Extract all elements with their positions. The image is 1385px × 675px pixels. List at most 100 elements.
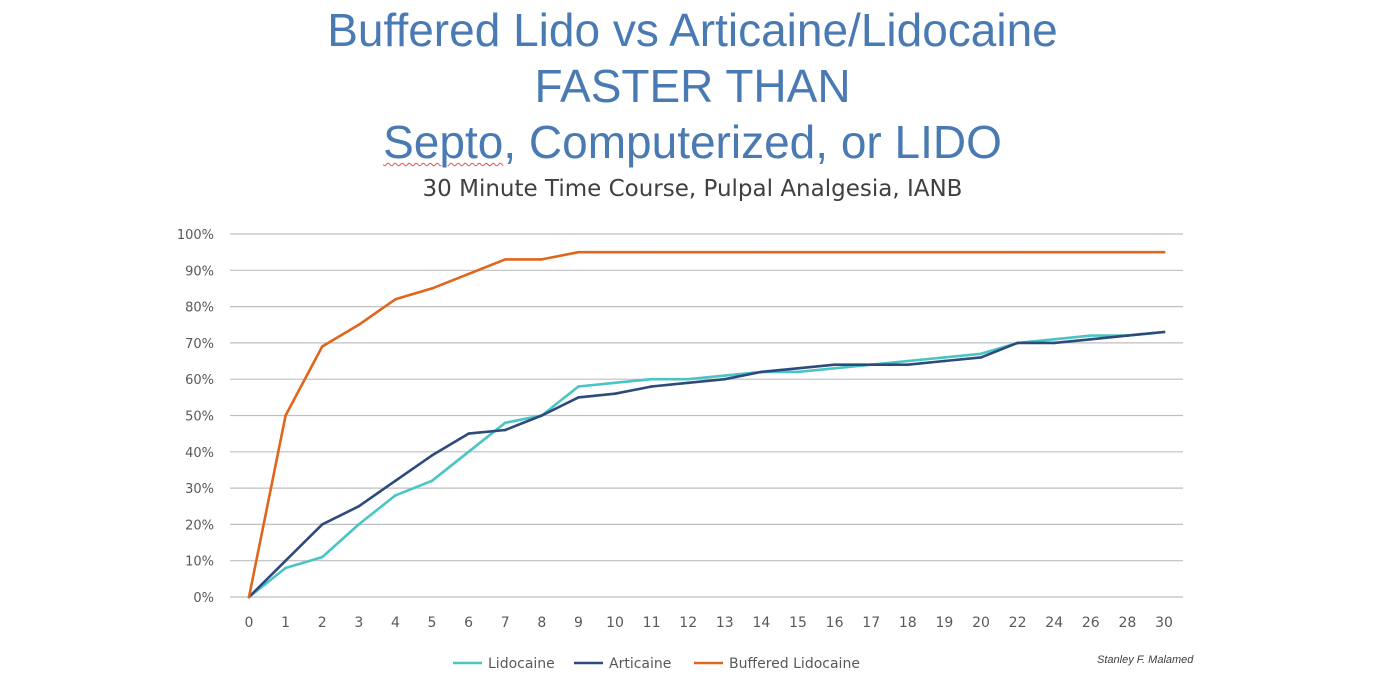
data-point-buffered-lidocaine [320,345,324,348]
x-tick-label: 24 [1045,615,1063,631]
data-point-articaine [1016,341,1019,345]
grid-layer [230,233,1183,598]
data-point-lidocaine [796,370,800,374]
data-point-buffered-lidocaine [613,250,617,254]
data-point-articaine [394,479,397,483]
data-point-lidocaine [1089,334,1093,337]
data-point-lidocaine [503,421,507,425]
y-tick-label: 0% [193,591,214,606]
data-point-articaine [796,367,800,370]
x-tick-label: 14 [752,615,770,631]
y-tick-label: 40% [185,446,214,461]
legend: Lidocaine Articaine Buffered Lidocaine [453,656,860,672]
data-point-lidocaine [686,377,690,381]
data-point-articaine [833,363,836,366]
data-point-lidocaine [943,356,946,359]
data-point-articaine [613,392,617,396]
data-point-buffered-lidocaine [1089,250,1093,254]
data-point-lidocaine [430,479,434,483]
data-point-articaine [284,559,287,562]
data-point-buffered-lidocaine [943,250,946,254]
data-point-articaine [357,504,361,508]
legend-label-buffered-lidocaine: Buffered Lidocaine [729,656,860,672]
data-point-buffered-lidocaine [394,298,397,301]
data-point-lidocaine [467,450,470,454]
series-line-articaine [247,330,1166,599]
data-point-articaine [1126,334,1129,337]
data-point-lidocaine [906,359,910,363]
y-tick-label: 30% [185,482,214,497]
data-point-buffered-lidocaine [650,250,653,254]
data-point-articaine [1052,341,1056,345]
data-point-articaine [577,396,580,399]
series-layer [247,250,1166,599]
data-point-articaine [686,381,690,385]
data-point-articaine [430,454,434,457]
x-tick-label: 15 [789,615,807,631]
data-point-buffered-lidocaine [686,250,690,254]
data-point-buffered-lidocaine [796,250,800,254]
data-point-articaine [1162,330,1166,334]
title-line-1: Buffered Lido vs Articaine/Lidocaine [327,4,1058,56]
x-tick-label: 13 [716,615,734,631]
data-point-buffered-lidocaine [540,258,544,261]
data-point-buffered-lidocaine [833,250,836,254]
data-point-lidocaine [1052,337,1056,341]
data-point-buffered-lidocaine [284,414,287,417]
legend-label-lidocaine: Lidocaine [488,656,555,672]
data-point-lidocaine [394,494,397,497]
data-point-articaine [467,432,470,435]
x-axis-ticks: 0 1 2 3 4 5 6 7 8 9 10 11 12 13 14 15 16 17 18 19 20 22 24 26 28… [245,615,1173,631]
data-point-buffered-lidocaine [577,250,580,254]
title-line-3-rest: , Computerized, or LIDO [503,116,1002,168]
y-tick-label: 80% [185,301,214,316]
x-tick-label: 12 [679,615,697,631]
series-line-buffered-lidocaine [247,250,1166,599]
series-line-lidocaine [247,330,1166,599]
data-point-articaine [979,356,983,359]
data-point-buffered-lidocaine [979,250,983,254]
x-tick-label: 11 [643,615,661,631]
x-tick-label: 6 [464,615,473,631]
data-point-buffered-lidocaine [869,250,873,254]
data-point-articaine [869,363,873,366]
x-tick-label: 7 [501,615,510,631]
title-line-3: Septo, Computerized, or LIDO [0,114,1385,170]
data-point-articaine [320,523,324,526]
x-tick-label: 18 [899,615,917,631]
data-point-buffered-lidocaine [247,595,251,599]
legend-label-articaine: Articaine [609,656,671,672]
data-point-lidocaine [320,555,324,559]
x-tick-label: 5 [428,615,437,631]
x-tick-label: 16 [826,615,844,631]
data-point-articaine [723,377,727,381]
data-point-buffered-lidocaine [723,250,727,254]
data-point-lidocaine [833,367,836,370]
y-tick-label: 60% [185,373,214,388]
data-point-buffered-lidocaine [760,250,763,254]
data-point-articaine [760,370,763,374]
author-credit: Stanley F. Malamed [1097,654,1194,666]
y-tick-label: 90% [185,264,214,279]
x-tick-label: 19 [935,615,953,631]
x-tick-label: 4 [391,615,400,631]
data-point-lidocaine [577,385,580,388]
x-tick-label: 26 [1082,615,1100,631]
data-point-buffered-lidocaine [1162,250,1166,254]
data-point-articaine [650,385,653,388]
y-tick-label: 10% [185,555,214,570]
data-point-lidocaine [650,377,653,381]
data-point-buffered-lidocaine [503,258,507,261]
y-tick-label: 50% [185,410,214,425]
y-tick-label: 100% [177,228,214,243]
data-point-articaine [1089,337,1093,341]
data-point-lidocaine [979,352,983,356]
x-tick-label: 0 [245,615,254,631]
y-tick-label: 20% [185,518,214,533]
data-point-lidocaine [723,374,727,377]
data-point-buffered-lidocaine [357,323,361,327]
x-tick-label: 2 [318,615,327,631]
x-tick-label: 3 [354,615,363,631]
chart-title: 30 Minute Time Course, Pulpal Analgesia,… [422,176,963,202]
